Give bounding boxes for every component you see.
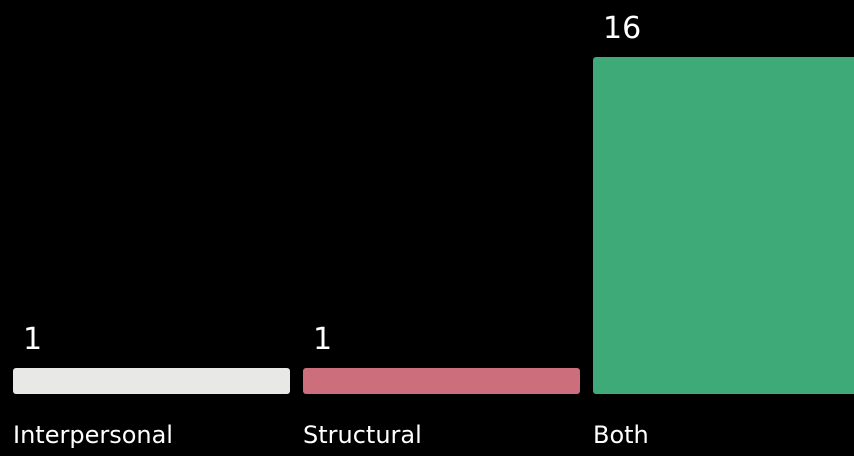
bar-structural (303, 368, 580, 394)
category-label-interpersonal: Interpersonal (13, 421, 173, 449)
value-label-both: 16 (603, 11, 641, 46)
category-label-both: Both (593, 421, 649, 449)
value-label-interpersonal: 1 (23, 322, 42, 357)
category-labels-group: Interpersonal Structural Both (13, 421, 649, 449)
bar-interpersonal (13, 368, 290, 394)
bars-group (13, 57, 854, 394)
category-label-structural: Structural (303, 421, 422, 449)
value-label-structural: 1 (313, 322, 332, 357)
bar-both (593, 57, 854, 394)
value-labels-group: 1 1 16 (23, 11, 641, 357)
